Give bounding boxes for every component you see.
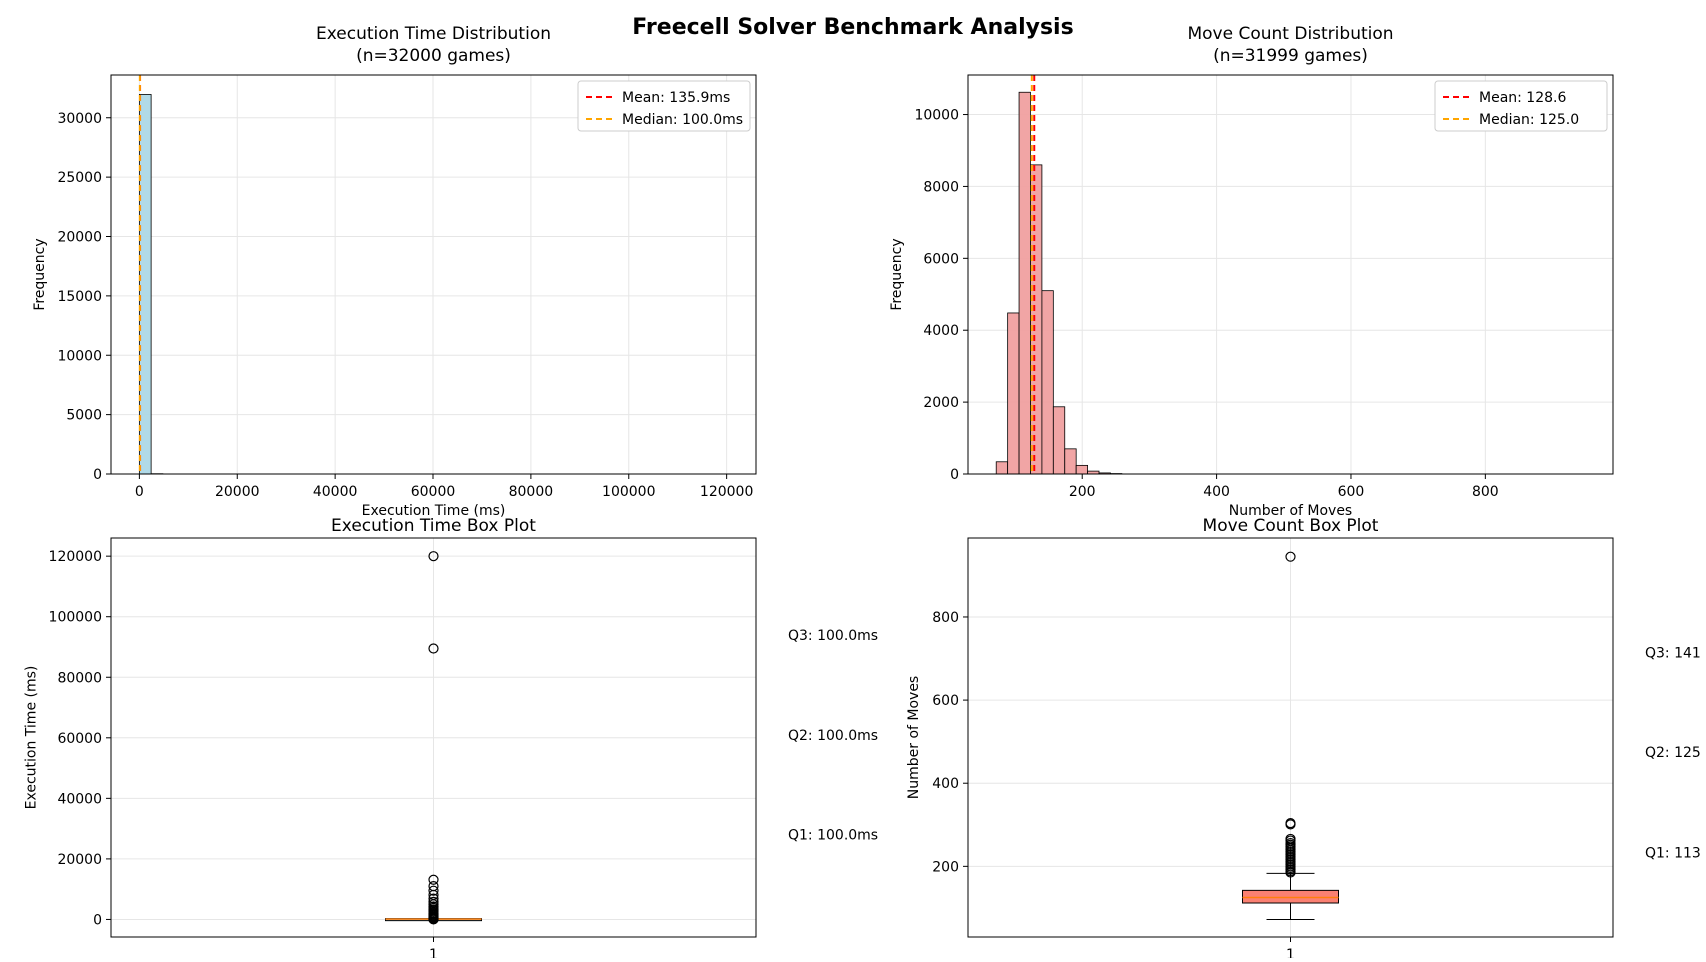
y-tick-label: 20000 [57, 852, 102, 868]
y-tick-label: 15000 [57, 289, 102, 305]
x-tick-label: 200 [1069, 484, 1096, 500]
chart-title: Move Count Distribution [1187, 24, 1393, 44]
x-tick-label: 1 [1286, 947, 1295, 958]
y-axis-label: Number of Moves [906, 676, 922, 799]
y-axis-label: Frequency [32, 238, 48, 310]
y-axis-label: Frequency [889, 238, 905, 310]
y-tick-label: 10000 [57, 348, 102, 364]
chart-title: (n=32000 games) [356, 46, 511, 66]
quartile-annotation: Q2: 100.0ms [788, 728, 878, 744]
x-tick-label: 80000 [509, 484, 554, 500]
y-tick-label: 10000 [914, 108, 959, 124]
hist-bar [139, 94, 151, 474]
exec_box-panel: 0 20000 40000 60000 80000 100000 120000 Executi… [23, 516, 878, 958]
x-tick-label: 60000 [411, 484, 456, 500]
y-tick-label: 6000 [923, 251, 959, 267]
box-iqr [1243, 890, 1339, 903]
y-tick-label: 100000 [49, 610, 102, 626]
y-axis-label: Execution Time (ms) [23, 666, 39, 810]
legend-median-label: Median: 100.0ms [622, 112, 743, 128]
legend-mean-label: Mean: 135.9ms [622, 90, 730, 106]
y-tick-label: 25000 [57, 170, 102, 186]
x-tick-label: 800 [1472, 484, 1499, 500]
y-tick-label: 0 [950, 467, 959, 483]
moves_hist-panel: 0 2000 4000 6000 8000 10000 Frequency 200 400 600… [889, 24, 1613, 519]
figure-title: Freecell Solver Benchmark Analysis [632, 15, 1073, 40]
y-tick-label: 5000 [66, 408, 102, 424]
chart-title: (n=31999 games) [1213, 46, 1368, 66]
quartile-annotation: Q1: 113 [1645, 846, 1701, 862]
x-tick-label: 100000 [602, 484, 655, 500]
y-tick-label: 200 [932, 859, 959, 875]
x-tick-label: 20000 [215, 484, 260, 500]
exec_hist-panel: 0 5000 10000 15000 20000 25000 30000 Frequency 0… [32, 24, 756, 519]
quartile-annotation: Q1: 100.0ms [788, 828, 878, 844]
moves_box-panel: 200 400 600 800 Number of Moves 1 Move Count B… [906, 516, 1701, 958]
quartile-annotation: Q2: 125 [1645, 745, 1701, 761]
legend-median-label: Median: 125.0 [1479, 112, 1579, 128]
y-tick-label: 2000 [923, 395, 959, 411]
y-tick-label: 400 [932, 776, 959, 792]
y-tick-label: 600 [932, 693, 959, 709]
y-tick-label: 40000 [57, 791, 102, 807]
y-tick-label: 60000 [57, 731, 102, 747]
y-tick-label: 800 [932, 610, 959, 626]
y-tick-label: 30000 [57, 111, 102, 127]
hist-bar [996, 462, 1007, 474]
hist-bar [1008, 313, 1019, 474]
hist-bar [1065, 449, 1076, 474]
quartile-annotation: Q3: 141 [1645, 645, 1701, 661]
x-tick-label: 400 [1203, 484, 1230, 500]
x-tick-label: 120000 [700, 484, 753, 500]
hist-bar [1042, 291, 1053, 474]
chart-panels: 050001000015000200002500030000Frequency0… [23, 24, 1700, 958]
chart-title: Move Count Box Plot [1203, 516, 1379, 536]
y-tick-label: 4000 [923, 323, 959, 339]
y-tick-label: 0 [93, 912, 102, 928]
x-tick-label: 40000 [313, 484, 358, 500]
quartile-annotation: Q3: 100.0ms [788, 628, 878, 644]
y-tick-label: 20000 [57, 230, 102, 246]
x-tick-label: 0 [135, 484, 144, 500]
chart-title: Execution Time Distribution [316, 24, 551, 44]
legend-mean-label: Mean: 128.6 [1479, 90, 1566, 106]
x-tick-label: 1 [429, 947, 438, 958]
chart-title: Execution Time Box Plot [331, 516, 536, 536]
y-tick-label: 8000 [923, 179, 959, 195]
hist-bar [1019, 92, 1030, 474]
x-tick-label: 600 [1338, 484, 1365, 500]
y-tick-label: 0 [93, 467, 102, 483]
hist-bar [1053, 407, 1064, 474]
y-tick-label: 120000 [49, 549, 102, 565]
hist-bar [1076, 465, 1087, 474]
y-tick-label: 80000 [57, 670, 102, 686]
